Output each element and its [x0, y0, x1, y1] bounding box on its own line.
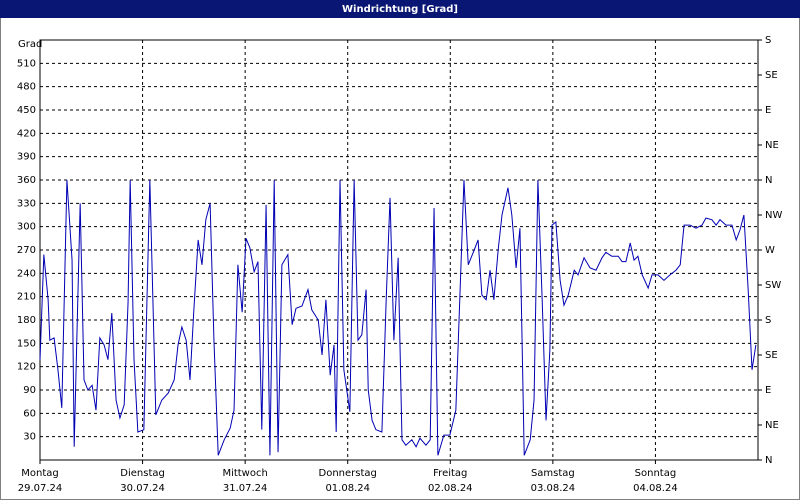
y2-tick-label: W [765, 245, 775, 256]
y2-tick-label: NE [765, 140, 779, 151]
y2-tick-label: S [765, 315, 771, 326]
y-tick-label: 420 [17, 128, 36, 139]
x-tick-date: 01.08.24 [325, 483, 370, 494]
x-tick-label: Montag [21, 468, 58, 479]
y-tick-label: 450 [17, 105, 36, 116]
y-tick-label: 270 [17, 245, 36, 256]
x-tick-date: 30.07.24 [120, 483, 165, 494]
x-tick-label: Sonntag [635, 468, 677, 479]
x-tick-date: 03.08.24 [531, 483, 576, 494]
y2-tick-label: NW [765, 210, 782, 221]
y-tick-label: 180 [17, 315, 36, 326]
y2-tick-label: SW [765, 280, 781, 291]
plot-frame [39, 39, 759, 461]
x-tick-date: 29.07.24 [18, 483, 63, 494]
y2-tick-label: SE [765, 350, 778, 361]
y-tick-label: 390 [17, 152, 36, 163]
y-tick-label: 90 [23, 385, 36, 396]
x-tick-label: Samstag [531, 468, 575, 479]
y2-tick-label: N [765, 175, 772, 186]
y2-tick-label: N [765, 455, 772, 466]
x-tick-label: Freitag [433, 468, 467, 479]
chart-title: Windrichtung [Grad] [342, 4, 458, 15]
x-tick-label: Dienstag [120, 468, 165, 479]
x-tick-label: Donnerstag [319, 468, 377, 479]
y-tick-label: 30 [23, 432, 36, 443]
y-axis-label: Grad [18, 39, 42, 50]
y-tick-label: 480 [17, 82, 36, 93]
y2-tick-label: SE [765, 70, 778, 81]
y-tick-label: 330 [17, 198, 36, 209]
y-tick-label: 300 [17, 222, 36, 233]
y2-tick-label: S [765, 35, 771, 46]
title-bar [0, 0, 800, 18]
y-tick-label: 240 [17, 268, 36, 279]
grid [39, 39, 762, 464]
x-tick-date: 31.07.24 [223, 483, 268, 494]
x-tick-label: Mittwoch [222, 468, 267, 479]
plot [39, 179, 757, 456]
y-tick-label: 510 [17, 58, 36, 69]
labels: 30 60 90 120 150 180 210 240 270 300 330 360 390 420 4… [17, 35, 783, 494]
y2-tick-label: E [765, 105, 771, 116]
series-line [39, 179, 757, 456]
y2-tick-label: NE [765, 420, 779, 431]
y-tick-label: 210 [17, 292, 36, 303]
y-tick-label: 120 [17, 362, 36, 373]
y2-tick-label: E [765, 385, 771, 396]
y-tick-label: 360 [17, 175, 36, 186]
x-tick-date: 02.08.24 [428, 483, 473, 494]
y-tick-label: 60 [23, 408, 36, 419]
y-tick-label: 150 [17, 338, 36, 349]
x-tick-date: 04.08.24 [633, 483, 678, 494]
